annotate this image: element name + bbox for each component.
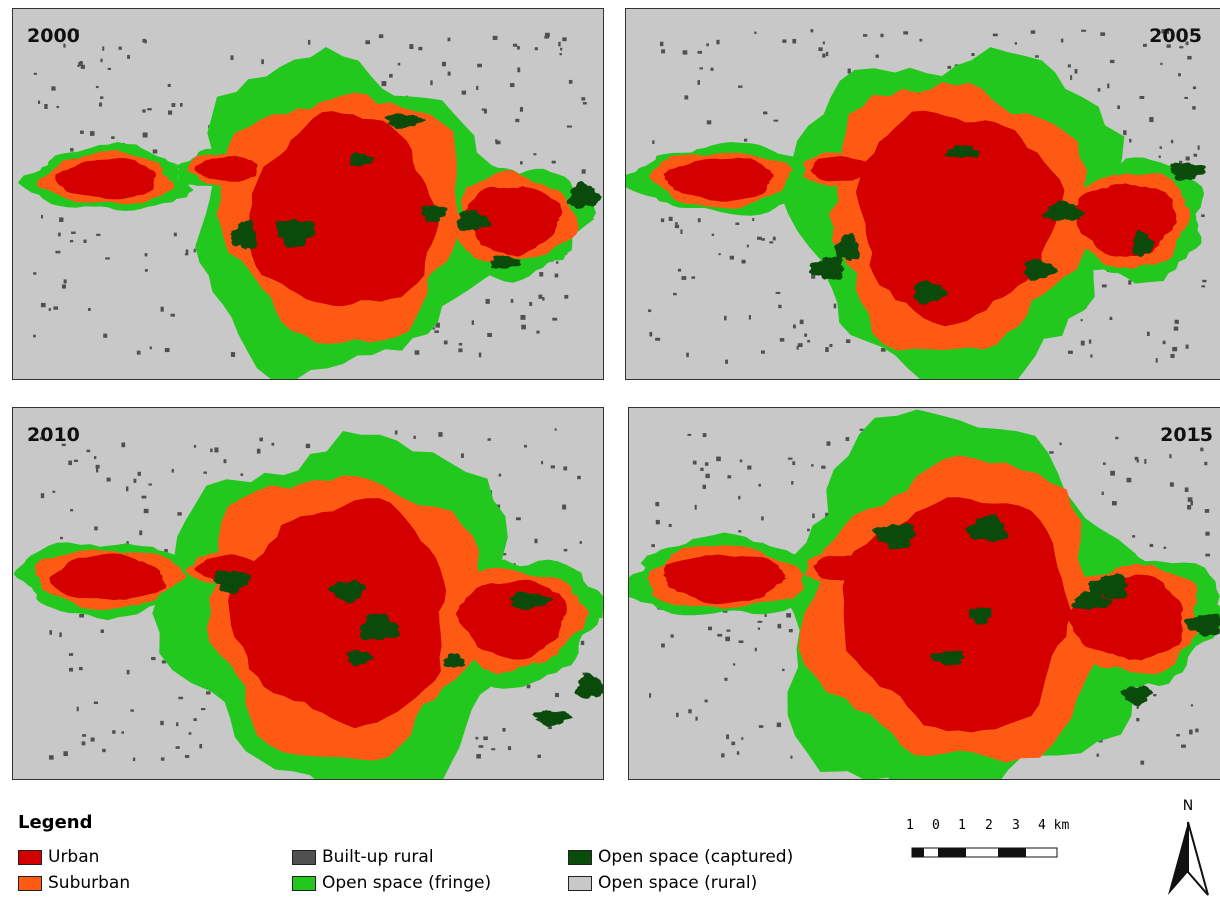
legend-swatch: [568, 850, 592, 865]
map-panel: 2010: [12, 407, 604, 780]
legend-swatch: [18, 850, 42, 865]
scale-bar: [912, 848, 1057, 857]
legend-item: Suburban: [18, 872, 130, 894]
legend-item: Open space (captured): [568, 846, 793, 868]
legend-label: Open space (captured): [598, 847, 793, 867]
legend-item: Open space (rural): [568, 872, 757, 894]
map-layer: [629, 408, 1220, 780]
legend-item: Open space (fringe): [292, 872, 491, 894]
scale-label: 3: [1012, 818, 1020, 833]
scale-label: 2: [985, 818, 993, 833]
scale-label: 1: [958, 818, 966, 833]
north-arrow: [1168, 822, 1208, 895]
legend-label: Suburban: [48, 873, 130, 893]
legend-swatch: [18, 876, 42, 891]
scale-label: 0: [932, 818, 940, 833]
map-layer: [13, 408, 604, 780]
legend-title: Legend: [18, 812, 92, 833]
legend-label: Open space (fringe): [322, 873, 491, 893]
panel-year: 2005: [1149, 25, 1202, 47]
north-label: N: [1183, 798, 1193, 814]
legend-swatch: [568, 876, 592, 891]
legend-label: Built-up rural: [322, 847, 434, 867]
map-panel: 2005: [625, 8, 1220, 380]
map-layer: [13, 9, 604, 380]
map-panel: 2015: [628, 407, 1220, 780]
legend-label: Open space (rural): [598, 873, 757, 893]
map-layer: [626, 9, 1220, 380]
legend-label: Urban: [48, 847, 99, 867]
legend-swatch: [292, 876, 316, 891]
panel-year: 2000: [27, 25, 80, 47]
legend-swatch: [292, 850, 316, 865]
panel-year: 2015: [1160, 424, 1213, 446]
legend-item: Built-up rural: [292, 846, 434, 868]
scale-label: 1: [906, 818, 914, 833]
scale-label: 4 km: [1038, 818, 1069, 833]
map-figure: Legend N 2000 2005 2010 2015 Urban Suburban Bu…: [0, 0, 1220, 898]
panel-year: 2010: [27, 424, 80, 446]
map-panel: 2000: [12, 8, 604, 380]
legend-item: Urban: [18, 846, 99, 868]
